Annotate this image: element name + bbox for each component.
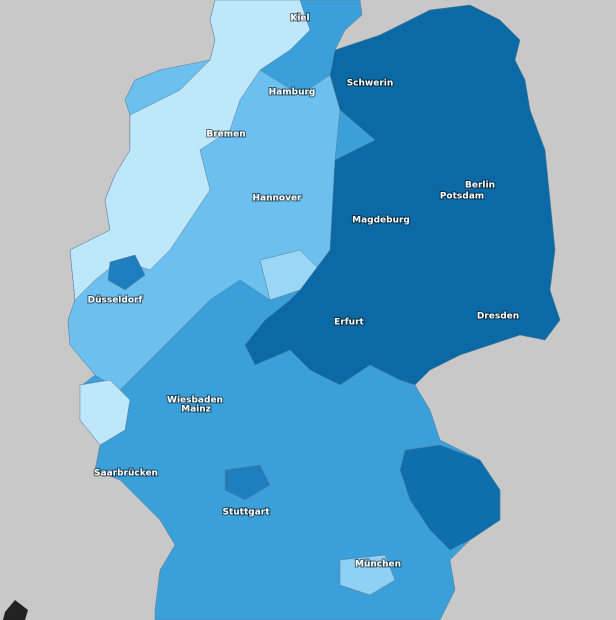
city-label: Berlin xyxy=(465,181,495,191)
city-label: Erfurt xyxy=(334,318,364,328)
city-label: Bremen xyxy=(206,130,245,140)
city-label: Düsseldorf xyxy=(88,296,143,306)
city-label: Saarbrücken xyxy=(94,469,158,479)
region-east-dark xyxy=(244,4,561,386)
city-label: Stuttgart xyxy=(222,508,270,518)
region-north-west-light xyxy=(69,0,311,301)
city-label: Hannover xyxy=(252,194,302,204)
region-bavaria-east-dark xyxy=(399,444,501,551)
city-label: Dresden xyxy=(477,312,519,322)
city-label: Potsdam xyxy=(440,192,484,202)
city-label: Hamburg xyxy=(269,88,316,98)
city-label: Mainz xyxy=(181,405,211,415)
city-label: Kiel xyxy=(290,14,309,24)
city-label: München xyxy=(355,560,401,570)
city-label: Schwerin xyxy=(347,79,394,89)
region-light-patch xyxy=(79,379,131,446)
city-label: Magdeburg xyxy=(352,216,410,226)
city-label: Wiesbaden xyxy=(167,396,223,406)
region-ruhr-patch xyxy=(107,254,146,291)
region-munich xyxy=(339,554,396,596)
corner-blob xyxy=(3,600,28,620)
region-dark-patch xyxy=(224,464,271,501)
